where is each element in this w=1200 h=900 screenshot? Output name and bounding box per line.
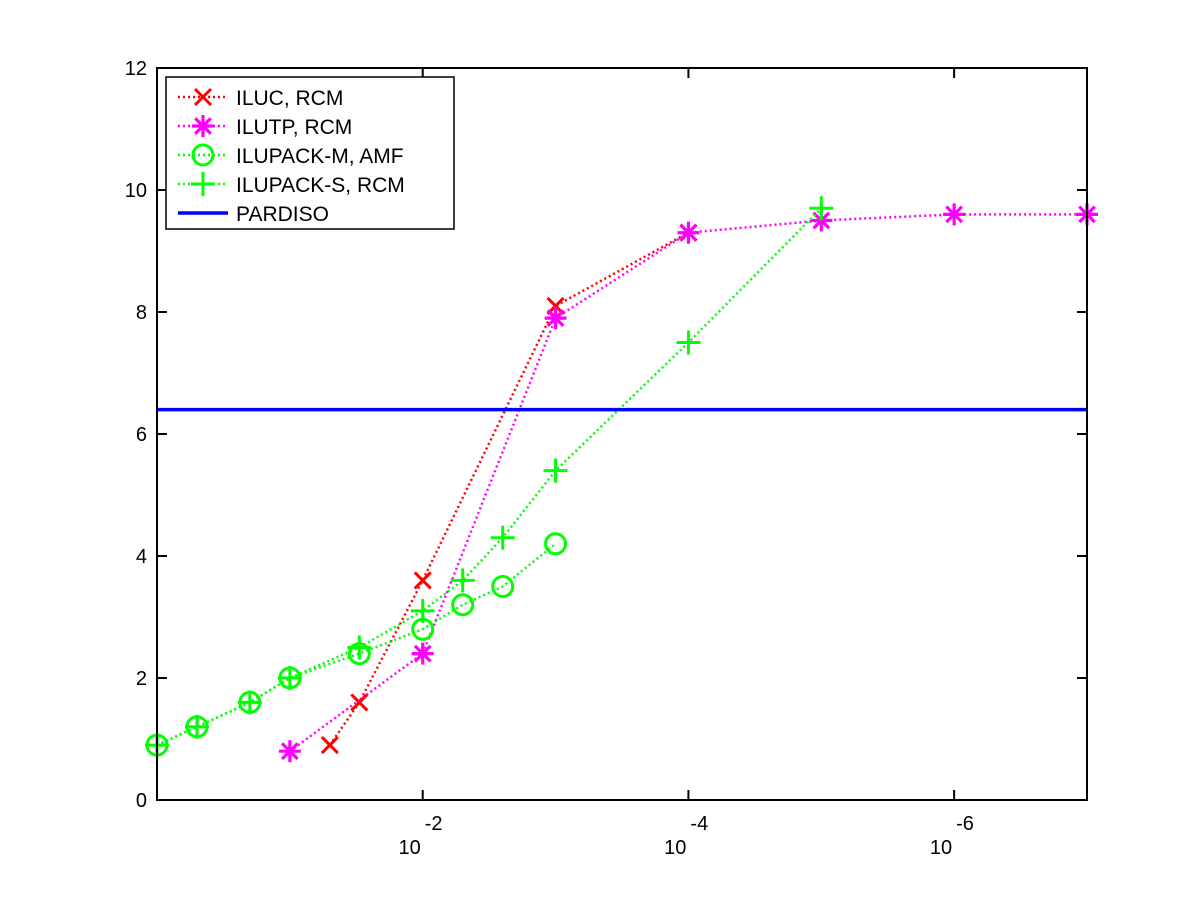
legend-marker [191, 143, 215, 167]
y-tick-label: 8 [136, 302, 147, 324]
data-point [237, 690, 262, 715]
legend-label: PARDISO [236, 203, 329, 226]
data-point [451, 593, 475, 617]
x-marker-stroke [193, 87, 213, 107]
data-point [413, 571, 432, 590]
asterisk-marker-stroke [546, 309, 565, 328]
x-tick-label: 10-2 [398, 813, 442, 859]
data-point [676, 330, 701, 355]
x-marker-stroke [413, 571, 432, 590]
legend-label: ILUPACK-S, RCM [236, 174, 405, 197]
x-marker-stroke [320, 736, 339, 755]
data-point [450, 568, 475, 593]
x-tick-label-base: 10 [930, 837, 952, 859]
x-tick-label-base: 10 [664, 837, 686, 859]
asterisk-marker-stroke [945, 205, 964, 224]
x-tick-label-exponent: -6 [956, 813, 974, 835]
series-3 [145, 196, 834, 758]
data-point [278, 740, 301, 763]
x-tick-label: 10-6 [930, 813, 974, 859]
legend-marker [191, 172, 215, 196]
legend-entry: ILUPACK-S, RCM [178, 172, 405, 197]
y-tick-label: 6 [136, 424, 147, 446]
data-point [943, 203, 966, 226]
legend-entry: ILUC, RCM [178, 87, 343, 110]
y-tick-label: 4 [136, 546, 147, 568]
data-point [543, 458, 568, 483]
legend-label: ILUC, RCM [236, 87, 343, 110]
y-tick-label: 12 [125, 58, 147, 80]
asterisk-marker-stroke [812, 211, 831, 230]
series-line [156, 542, 557, 747]
legend-label: ILUTP, RCM [236, 116, 352, 139]
legend-entry: ILUPACK-M, AMF [178, 143, 404, 168]
data-point [347, 635, 372, 660]
y-tick-label: 10 [125, 180, 147, 202]
x-tick-label: 10-4 [664, 813, 708, 859]
x-tick-label-exponent: -2 [425, 813, 443, 835]
asterisk-marker-stroke [413, 644, 432, 663]
x-marker-stroke [350, 693, 369, 712]
asterisk-marker-stroke [194, 117, 212, 135]
legend-entry: PARDISO [178, 203, 329, 226]
legend-marker [193, 87, 213, 107]
x-tick-label-exponent: -4 [690, 813, 708, 835]
data-point [490, 525, 515, 550]
legend-entry: ILUTP, RCM [178, 115, 352, 139]
data-point [809, 196, 834, 221]
data-point [677, 221, 700, 244]
y-tick-label: 2 [136, 668, 147, 690]
asterisk-marker-stroke [679, 223, 698, 242]
data-point [350, 693, 369, 712]
data-point [320, 736, 339, 755]
data-point [277, 666, 302, 690]
data-point [544, 307, 567, 330]
data-point [491, 575, 515, 598]
legend-marker [192, 115, 214, 137]
x-tick-label-base: 10 [398, 837, 420, 859]
legend: ILUC, RCM ILUTP, RCM ILUPACK-M, AMF ILUPACK… [165, 76, 455, 230]
plot-layer [145, 196, 1098, 763]
data-point [410, 598, 435, 623]
data-point [544, 532, 568, 556]
asterisk-marker-stroke [280, 742, 299, 761]
series-1 [278, 203, 1098, 763]
y-tick-label: 0 [136, 790, 147, 812]
data-point [184, 714, 209, 739]
data-point [411, 642, 434, 665]
legend-label: ILUPACK-M, AMF [236, 145, 404, 168]
